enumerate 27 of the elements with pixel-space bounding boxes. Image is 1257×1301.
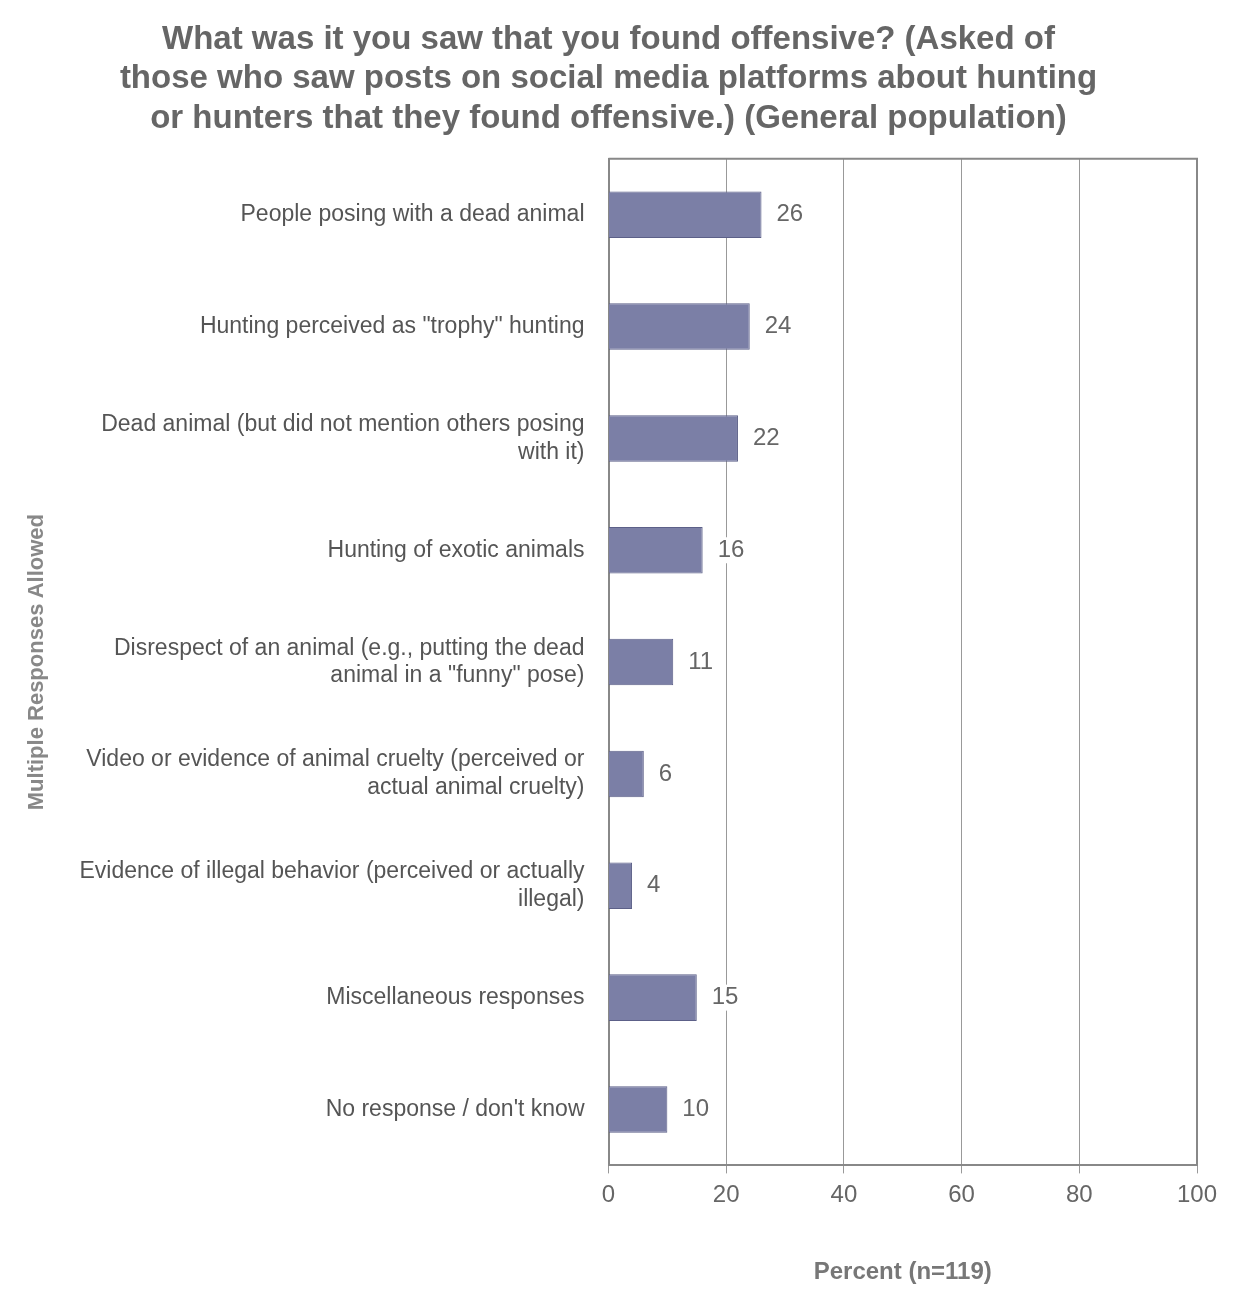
y-tick-label: No response / don't know (325, 1094, 585, 1121)
data-label: 26 (776, 199, 804, 227)
y-tick-label: Disrespect of an animal (e.g., putting the dead animal in a "funny" pose) (113, 633, 585, 688)
y-tick-label: Hunting perceived as "trophy" hunting (199, 311, 585, 338)
x-tick-label: 0 (601, 1180, 616, 1208)
x-tick-label: 60 (948, 1180, 975, 1208)
data-label: 10 (682, 1094, 710, 1122)
y-tick-label: Video or evidence of animal cruelty (perceived or actual animal cruelty) (86, 745, 585, 800)
x-tick-label: 100 (1176, 1180, 1218, 1208)
data-label: 6 (658, 758, 673, 786)
x-axis-title: Percent (n=119) (813, 1257, 992, 1285)
y-tick-label: Evidence of illegal behavior (perceived or actually illegal) (79, 857, 585, 911)
data-label: 24 (764, 311, 792, 339)
y-tick-label: Dead animal (but did not mention others posing with it) (101, 409, 585, 464)
y-axis-title: Multiple Responses Allowed (23, 513, 49, 811)
data-label: 4 (647, 870, 661, 898)
x-tick-label: 80 (1065, 1180, 1093, 1208)
data-label: 15 (711, 982, 739, 1010)
data-label: 11 (688, 646, 714, 674)
chart-title: What was it you saw that you found offensive? (Asked of those who saw posts on social media platforms about hunting or hunters that they found offensive.) (General population) (119, 18, 1098, 136)
data-label: 16 (717, 534, 745, 562)
data-label: 22 (752, 423, 780, 451)
x-tick-label: 40 (830, 1180, 858, 1208)
y-tick-label: Hunting of exotic animals (327, 535, 585, 562)
y-tick-label: Miscellaneous responses (326, 982, 585, 1009)
x-tick-label: 20 (712, 1180, 740, 1208)
y-tick-label: People posing with a dead animal (240, 200, 585, 227)
